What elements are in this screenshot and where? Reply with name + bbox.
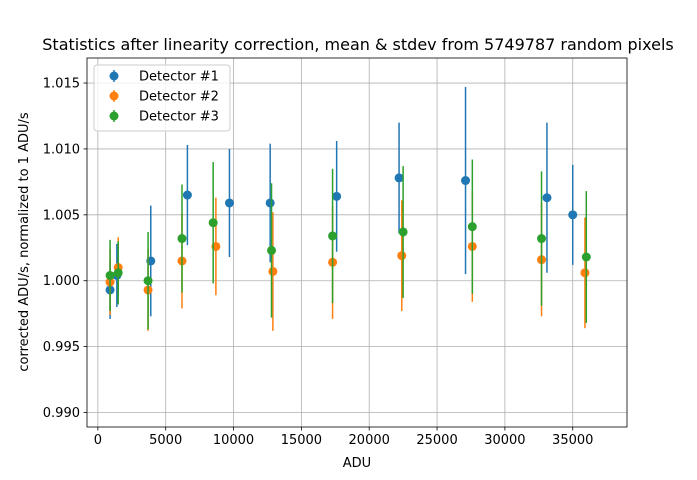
- x-tick-label: 20000: [349, 433, 390, 448]
- legend: Detector #1 Detector #2 Detector #3: [93, 64, 231, 132]
- data-point: [177, 234, 187, 244]
- data-point: [182, 190, 192, 200]
- data-point: [143, 276, 153, 286]
- x-tick-label: 0: [94, 433, 102, 448]
- x-tick-label: 5000: [149, 433, 182, 448]
- legend-marker: [109, 91, 119, 101]
- legend-marker: [109, 71, 119, 81]
- y-tick-label: 1.000: [43, 274, 80, 289]
- legend-item: Detector #2: [109, 90, 219, 105]
- legend-label: Detector #1: [139, 70, 219, 85]
- data-point: [467, 222, 477, 232]
- y-tick-label: 1.005: [43, 208, 80, 223]
- data-point: [398, 227, 408, 237]
- x-tick-label: 25000: [416, 433, 457, 448]
- data-series: [105, 86, 591, 331]
- data-point: [542, 193, 552, 203]
- x-axis-label: ADU: [343, 456, 371, 471]
- data-point: [267, 245, 277, 255]
- data-point: [105, 270, 115, 280]
- data-point: [224, 198, 234, 208]
- legend-label: Detector #2: [139, 90, 219, 105]
- x-tick-label: 35000: [552, 433, 593, 448]
- x-axis-ticks: 0 5000 10000 15000 20000 25000 30000 35000: [94, 427, 593, 448]
- y-tick-label: 0.990: [43, 406, 80, 421]
- data-point: [461, 176, 471, 186]
- y-axis-label: corrected ADU/s, normalized to 1 ADU/s: [17, 112, 32, 371]
- data-point: [580, 268, 590, 278]
- legend-marker: [109, 111, 119, 121]
- data-point: [328, 231, 338, 241]
- plot-frame: [86, 57, 628, 428]
- x-tick-label: 30000: [484, 433, 525, 448]
- data-point: [397, 251, 407, 261]
- y-axis-ticks: 0.990 0.995 1.000 1.005 1.010 1.015: [43, 77, 87, 421]
- legend-label: Detector #3: [139, 110, 219, 125]
- legend-item: Detector #1: [109, 70, 219, 85]
- y-tick-label: 1.010: [43, 142, 80, 157]
- data-point: [568, 210, 578, 220]
- x-tick-label: 10000: [213, 433, 254, 448]
- data-point: [208, 218, 218, 228]
- data-point: [537, 234, 547, 244]
- data-point: [581, 252, 591, 262]
- series-3: [105, 159, 591, 330]
- y-grid: [87, 82, 627, 413]
- legend-item: Detector #3: [109, 110, 219, 125]
- data-point: [265, 198, 275, 208]
- data-point: [113, 268, 123, 278]
- legend-box: [93, 64, 231, 132]
- chart-title: Statistics after linearity correction, m…: [42, 35, 673, 54]
- data-point: [268, 266, 278, 276]
- data-point: [332, 191, 342, 201]
- x-tick-label: 15000: [281, 433, 322, 448]
- y-tick-label: 1.015: [43, 77, 80, 92]
- data-point: [394, 173, 404, 183]
- y-tick-label: 0.995: [43, 340, 80, 355]
